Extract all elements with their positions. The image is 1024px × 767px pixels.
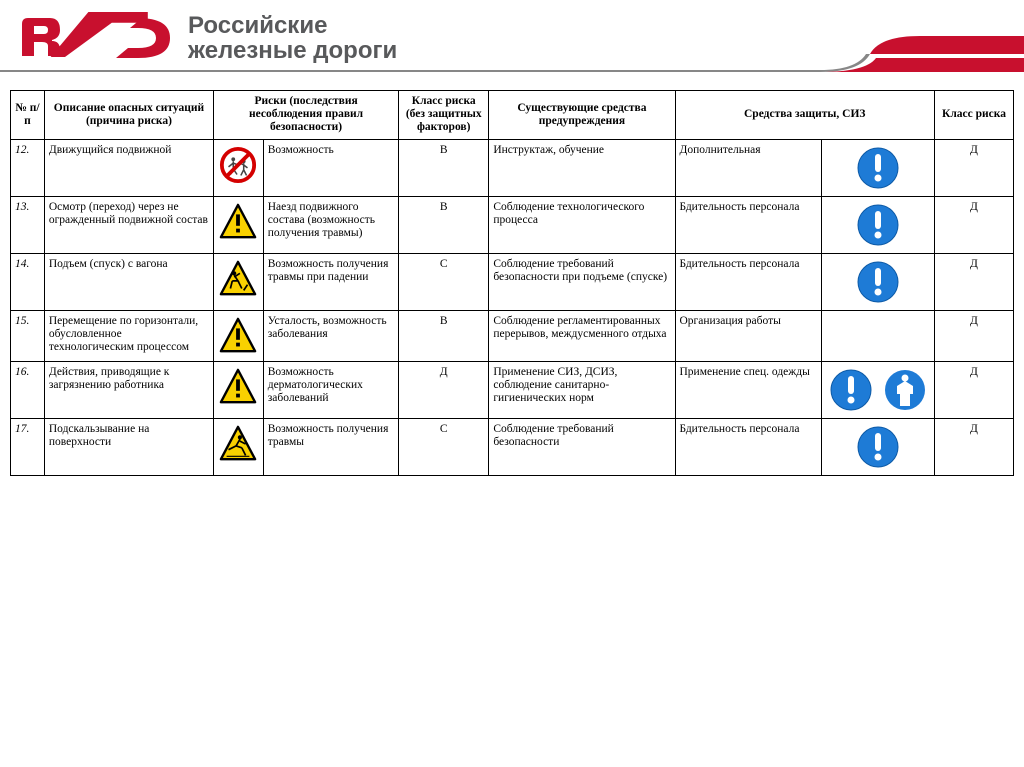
cell-ppe-icons xyxy=(822,253,935,310)
logo-block: Российские железные дороги xyxy=(20,10,397,66)
cell-hazard-icon xyxy=(214,139,264,196)
cell-prot: Организация работы xyxy=(675,310,822,361)
cell-num: 14. xyxy=(11,253,45,310)
cell-risk: Возможность получения травмы при падении xyxy=(263,253,398,310)
cell-class1: В xyxy=(399,139,489,196)
cell-warn: Соблюдение требований безопасности xyxy=(489,418,675,475)
cell-num: 17. xyxy=(11,418,45,475)
cell-num: 12. xyxy=(11,139,45,196)
risk-table: № п/п Описание опасных ситуаций (причина… xyxy=(10,90,1014,476)
cell-desc: Осмотр (переход) через не огражденный по… xyxy=(44,196,213,253)
th-num: № п/п xyxy=(11,91,45,140)
cell-prot: Дополнительная xyxy=(675,139,822,196)
cell-prot: Бдительность персонала xyxy=(675,196,822,253)
table-row: 17.Подскальзывание на поверхности Возможн… xyxy=(11,418,1014,475)
cell-desc: Подъем (спуск) с вагона xyxy=(44,253,213,310)
cell-class2: Д xyxy=(934,196,1013,253)
cell-ppe-icons xyxy=(822,196,935,253)
cell-prot: Бдительность персонала xyxy=(675,253,822,310)
cell-class2: Д xyxy=(934,418,1013,475)
cell-warn: Соблюдение регламентированных перерывов,… xyxy=(489,310,675,361)
cell-class2: Д xyxy=(934,253,1013,310)
cell-desc: Подскальзывание на поверхности xyxy=(44,418,213,475)
cell-class1: В xyxy=(399,196,489,253)
cell-ppe-icons xyxy=(822,361,935,418)
cell-hazard-icon xyxy=(214,253,264,310)
table-row: 14.Подъем (спуск) с вагона Возможность по… xyxy=(11,253,1014,310)
brand-title: Российские железные дороги xyxy=(188,13,397,63)
table-header: № п/п Описание опасных ситуаций (причина… xyxy=(11,91,1014,140)
cell-warn: Применение СИЗ, ДСИЗ, соблюдение санитар… xyxy=(489,361,675,418)
cell-warn: Инструктаж, обучение xyxy=(489,139,675,196)
th-risk: Риски (последствия несоблюдения правил б… xyxy=(214,91,399,140)
cell-risk: Наезд подвижного состава (возможность по… xyxy=(263,196,398,253)
cell-num: 15. xyxy=(11,310,45,361)
cell-class1: В xyxy=(399,310,489,361)
cell-prot: Бдительность персонала xyxy=(675,418,822,475)
cell-ppe-icons xyxy=(822,310,935,361)
cell-desc: Действия, приводящие к загрязнению работ… xyxy=(44,361,213,418)
cell-warn: Соблюдение технологического процесса xyxy=(489,196,675,253)
brand-line1: Российские xyxy=(188,13,397,38)
cell-warn: Соблюдение требований безопасности при п… xyxy=(489,253,675,310)
table-body: 12.Движущийся подвижнойВозможностьВИнстр… xyxy=(11,139,1014,475)
cell-risk: Усталость, возможность заболевания xyxy=(263,310,398,361)
table-row: 15.Перемещение по горизонтали, обусловле… xyxy=(11,310,1014,361)
brand-line2: железные дороги xyxy=(188,38,397,63)
cell-ppe-icons xyxy=(822,418,935,475)
cell-hazard-icon xyxy=(214,361,264,418)
th-prot: Средства защиты, СИЗ xyxy=(675,91,934,140)
page-header: Российские железные дороги xyxy=(0,0,1024,72)
cell-num: 13. xyxy=(11,196,45,253)
cell-hazard-icon xyxy=(214,418,264,475)
cell-desc: Перемещение по горизонтали, обусловленно… xyxy=(44,310,213,361)
cell-hazard-icon xyxy=(214,310,264,361)
cell-class2: Д xyxy=(934,139,1013,196)
cell-desc: Движущийся подвижной xyxy=(44,139,213,196)
cell-class2: Д xyxy=(934,361,1013,418)
cell-class1: С xyxy=(399,418,489,475)
th-class2: Класс риска xyxy=(934,91,1013,140)
cell-risk: Возможность получения травмы xyxy=(263,418,398,475)
table-row: 13.Осмотр (переход) через не огражденный… xyxy=(11,196,1014,253)
cell-class2: Д xyxy=(934,310,1013,361)
table-row: 16.Действия, приводящие к загрязнению ра… xyxy=(11,361,1014,418)
table-row: 12.Движущийся подвижной ВозможностьВИнстр… xyxy=(11,139,1014,196)
rzd-logo-icon xyxy=(20,12,170,64)
cell-prot: Применение спец. одежды xyxy=(675,361,822,418)
cell-ppe-icons xyxy=(822,139,935,196)
cell-risk: Возможность дерматологических заболевани… xyxy=(263,361,398,418)
cell-hazard-icon xyxy=(214,196,264,253)
cell-class1: С xyxy=(399,253,489,310)
th-warn: Существующие средства предупреждения xyxy=(489,91,675,140)
cell-risk: Возможность xyxy=(263,139,398,196)
cell-num: 16. xyxy=(11,361,45,418)
cell-class1: Д xyxy=(399,361,489,418)
th-desc: Описание опасных ситуаций (причина риска… xyxy=(44,91,213,140)
th-class1: Класс риска (без защитных факторов) xyxy=(399,91,489,140)
